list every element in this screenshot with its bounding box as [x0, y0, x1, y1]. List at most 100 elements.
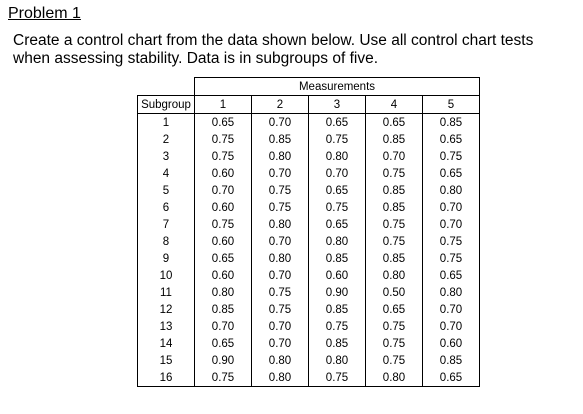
measurement-column-header: 5	[422, 95, 480, 114]
table-row: 10 0.60 0.70 0.60 0.80 0.65	[137, 267, 480, 284]
measurement-column-header: 1	[194, 95, 252, 114]
subgroup-number: 10	[137, 267, 195, 284]
problem-statement-line-2: when assessing stability. Data is in sub…	[13, 50, 379, 67]
measurement-value: 0.65	[422, 165, 480, 182]
measurement-value: 0.75	[422, 233, 480, 250]
problem-heading: Problem 1	[8, 5, 81, 22]
measurement-value: 0.80	[308, 233, 366, 250]
table-row: 9 0.65 0.80 0.85 0.85 0.75	[137, 250, 480, 267]
measurement-value: 0.85	[422, 352, 480, 369]
measurement-value: 0.50	[365, 284, 423, 301]
measurement-value: 0.60	[308, 267, 366, 284]
measurement-value: 0.80	[251, 216, 309, 233]
problem-statement: Create a control chart from the data sho…	[13, 32, 578, 68]
table-corner	[137, 77, 195, 96]
measurement-value: 0.80	[422, 182, 480, 199]
measurement-value: 0.70	[251, 113, 309, 131]
table-row: 1 0.65 0.70 0.65 0.65 0.85	[137, 113, 480, 131]
measurement-value: 0.80	[422, 284, 480, 301]
measurement-value: 0.70	[251, 335, 309, 352]
measurement-value: 0.70	[422, 216, 480, 233]
measurement-value: 0.75	[422, 148, 480, 165]
measurement-value: 0.65	[422, 267, 480, 284]
measurement-value: 0.85	[308, 250, 366, 267]
measurement-value: 0.75	[251, 284, 309, 301]
subgroup-number: 11	[137, 284, 195, 301]
measurement-value: 0.85	[365, 182, 423, 199]
measurement-value: 0.75	[251, 301, 309, 318]
measurement-value: 0.70	[422, 301, 480, 318]
table-row: 7 0.75 0.80 0.65 0.75 0.70	[137, 216, 480, 233]
measurement-value: 0.65	[422, 369, 480, 387]
measurement-value: 0.85	[308, 301, 366, 318]
measurement-value: 0.70	[365, 148, 423, 165]
measurement-value: 0.70	[308, 165, 366, 182]
measurement-value: 0.80	[365, 369, 423, 387]
subgroup-number: 15	[137, 352, 195, 369]
measurement-value: 0.75	[194, 369, 252, 387]
measurement-value: 0.75	[365, 335, 423, 352]
measurement-value: 0.85	[422, 113, 480, 131]
table-row: 11 0.80 0.75 0.90 0.50 0.80	[137, 284, 480, 301]
subgroup-number: 2	[137, 131, 195, 148]
measurement-value: 0.85	[308, 335, 366, 352]
table-body: 1 0.65 0.70 0.65 0.65 0.85 2 0.75 0.85 0.75 0.85 0.…	[137, 113, 480, 387]
measurement-value: 0.65	[365, 301, 423, 318]
subgroup-number: 4	[137, 165, 195, 182]
table-row: 12 0.85 0.75 0.85 0.65 0.70	[137, 301, 480, 318]
table-row: 4 0.60 0.70 0.70 0.75 0.65	[137, 165, 480, 182]
measurement-value: 0.75	[308, 318, 366, 335]
measurement-value: 0.75	[251, 182, 309, 199]
measurement-value: 0.80	[308, 352, 366, 369]
table-row: 8 0.60 0.70 0.80 0.75 0.75	[137, 233, 480, 250]
measurement-value: 0.70	[194, 318, 252, 335]
measurement-value: 0.85	[365, 199, 423, 216]
measurement-value: 0.70	[251, 318, 309, 335]
subgroup-number: 5	[137, 182, 195, 199]
measurement-value: 0.75	[308, 199, 366, 216]
measurement-value: 0.75	[365, 318, 423, 335]
subgroup-number: 9	[137, 250, 195, 267]
measurement-value: 0.80	[251, 148, 309, 165]
measurement-value: 0.75	[422, 250, 480, 267]
measurement-value: 0.65	[422, 131, 480, 148]
subgroup-number: 3	[137, 148, 195, 165]
measurement-value: 0.85	[194, 301, 252, 318]
measurement-value: 0.70	[422, 318, 480, 335]
measurement-value: 0.70	[251, 267, 309, 284]
measurement-value: 0.85	[251, 131, 309, 148]
measurement-value: 0.75	[365, 233, 423, 250]
measurement-value: 0.65	[308, 182, 366, 199]
subgroup-number: 7	[137, 216, 195, 233]
measurement-value: 0.70	[251, 165, 309, 182]
measurement-column-header: 4	[365, 95, 423, 114]
subgroup-number: 16	[137, 369, 195, 387]
subgroup-number: 6	[137, 199, 195, 216]
table-row: 6 0.60 0.75 0.75 0.85 0.70	[137, 199, 480, 216]
measurements-header: Measurements	[194, 77, 480, 96]
measurement-value: 0.60	[194, 165, 252, 182]
measurement-value: 0.65	[194, 113, 252, 131]
measurement-value: 0.60	[194, 199, 252, 216]
measurement-value: 0.80	[251, 352, 309, 369]
measurement-value: 0.75	[251, 199, 309, 216]
measurement-value: 0.60	[194, 267, 252, 284]
measurement-value: 0.65	[194, 250, 252, 267]
measurement-value: 0.75	[308, 369, 366, 387]
measurement-value: 0.90	[308, 284, 366, 301]
measurement-value: 0.65	[308, 216, 366, 233]
measurement-value: 0.85	[365, 131, 423, 148]
measurement-value: 0.60	[194, 233, 252, 250]
measurement-value: 0.80	[251, 250, 309, 267]
measurement-value: 0.60	[422, 335, 480, 352]
measurement-value: 0.65	[365, 113, 423, 131]
measurement-value: 0.65	[194, 335, 252, 352]
measurement-value: 0.75	[365, 352, 423, 369]
subgroup-number: 1	[137, 113, 195, 131]
measurement-value: 0.80	[308, 148, 366, 165]
table-row: 2 0.75 0.85 0.75 0.85 0.65	[137, 131, 480, 148]
measurement-value: 0.80	[251, 369, 309, 387]
measurement-value: 0.75	[365, 165, 423, 182]
measurement-value: 0.70	[194, 182, 252, 199]
